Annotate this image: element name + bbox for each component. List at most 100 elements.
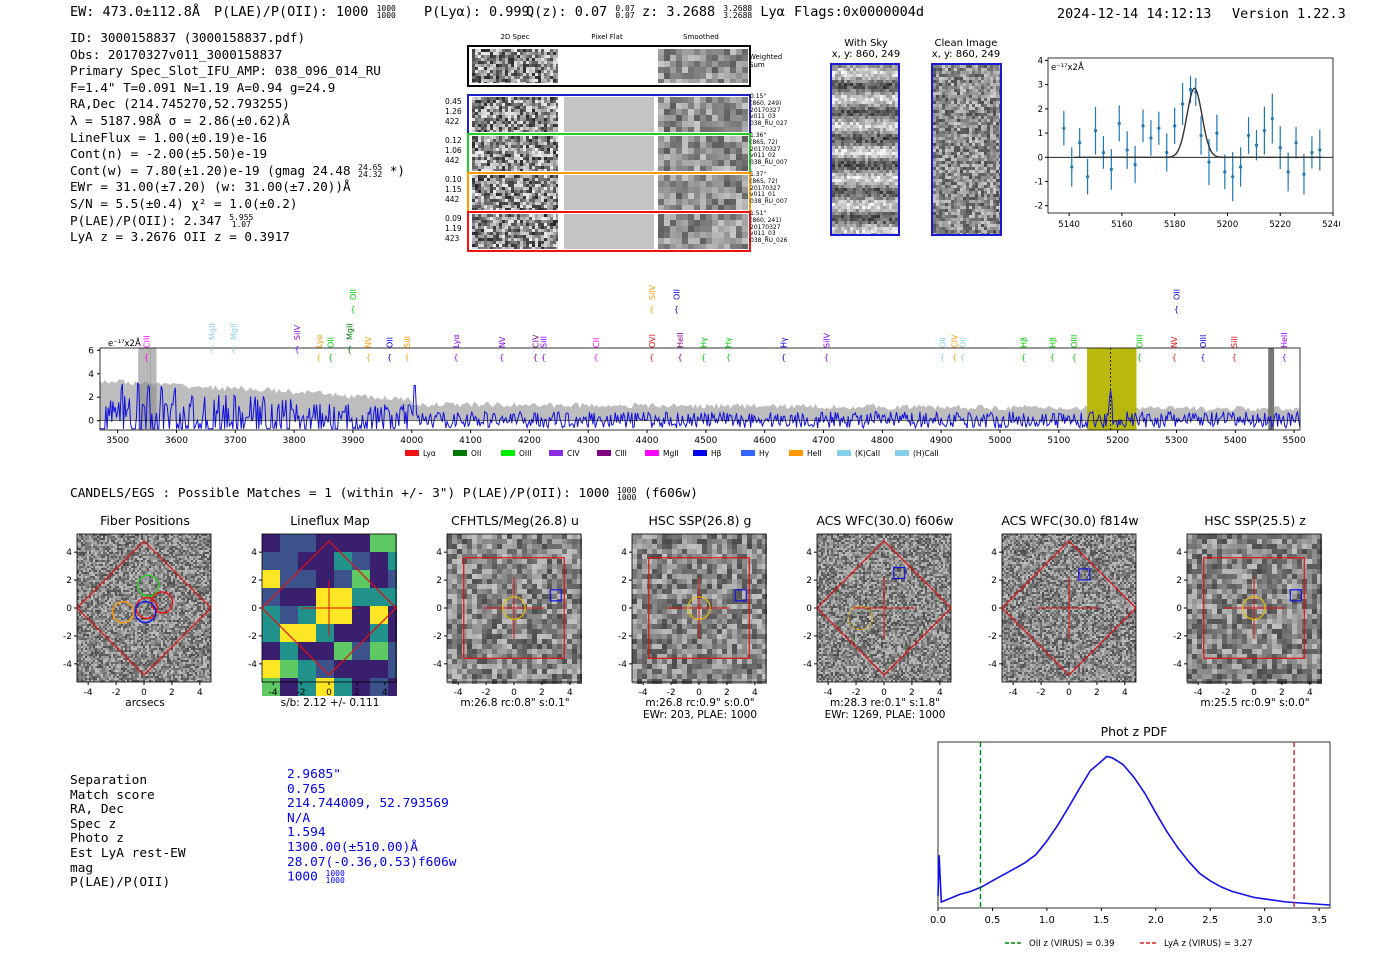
noise-pixel [478, 202, 481, 205]
clean-pixel [963, 83, 966, 86]
noise-pixel [481, 61, 484, 64]
noise-pixel [718, 220, 724, 226]
noise-pixel [496, 139, 499, 142]
sky-pixel [868, 95, 871, 98]
noise-pixel [502, 136, 505, 139]
noise-pixel [487, 244, 490, 247]
noise-pixel [520, 196, 523, 199]
noise-pixel [499, 52, 502, 55]
noise-pixel [553, 184, 556, 187]
noise-pixel [535, 238, 538, 241]
clean-pixel [933, 95, 936, 98]
clean-pixel [951, 74, 954, 77]
noise-pixel [553, 193, 556, 196]
clean-pixel [951, 212, 954, 215]
noise-pixel [472, 106, 475, 109]
clean-pixel [951, 182, 954, 185]
noise-pixel [541, 184, 544, 187]
zoom-point [1231, 175, 1235, 179]
noise-pixel [550, 61, 553, 64]
clean-pixel [972, 140, 975, 143]
header-z-sup-hi: 3.2688 [723, 5, 752, 13]
sky-pixel [832, 131, 835, 134]
noise-pixel [490, 190, 493, 193]
clean-pixel [999, 128, 1000, 131]
clean-pixel [990, 209, 993, 212]
noise-pixel [553, 79, 556, 82]
noise-pixel [676, 142, 682, 148]
clean-pixel [993, 89, 996, 92]
zoom-point [1117, 121, 1121, 125]
noise-pixel [736, 142, 742, 148]
sky-pixel [892, 215, 895, 218]
clean-pixel [981, 134, 984, 137]
noise-pixel [694, 103, 700, 109]
sky-pixel [847, 131, 850, 134]
noise-pixel [535, 139, 538, 142]
noise-pixel [547, 196, 550, 199]
sky-pixel [847, 134, 850, 137]
sky-pixel [883, 143, 886, 146]
sky-pixel [889, 155, 892, 158]
noise-pixel [499, 238, 502, 241]
sky-pixel [892, 143, 895, 146]
clean-pixel [960, 197, 963, 200]
noise-pixel [487, 208, 490, 210]
clean-pixel [945, 107, 948, 110]
noise-pixel [475, 163, 478, 166]
sky-pixel [880, 98, 883, 101]
noise-pixel [508, 199, 511, 202]
sky-pixel [892, 86, 895, 89]
sky-pixel [871, 233, 874, 234]
sky-pixel [871, 98, 874, 101]
noise-pixel [517, 151, 520, 154]
clean-pixel [975, 116, 978, 119]
noise-pixel [535, 154, 538, 157]
sky-pixel [886, 191, 889, 194]
clean-pixel [981, 191, 984, 194]
clean-pixel [975, 71, 978, 74]
clean-pixel [990, 152, 993, 155]
clean-pixel [960, 161, 963, 164]
noise-pixel [706, 103, 712, 109]
clean-pixel [960, 203, 963, 206]
noise-pixel [499, 244, 502, 247]
clean-pixel [996, 65, 999, 68]
sky-pixel [832, 83, 835, 86]
noise-pixel [658, 97, 664, 103]
spec2d-row-left-line: 422 [445, 117, 462, 127]
noise-pixel [658, 199, 664, 205]
sky-pixel [865, 206, 868, 209]
noise-pixel [490, 130, 493, 132]
noise-pixel [526, 109, 529, 112]
noise-pixel [553, 223, 556, 226]
noise-pixel [496, 178, 499, 181]
noise-pixel [553, 124, 556, 127]
sky-pixel [838, 209, 841, 212]
sky-pixel [886, 83, 889, 86]
noise-pixel [526, 73, 529, 76]
noise-pixel [688, 127, 694, 132]
sky-pixel [844, 95, 847, 98]
sky-pixel [880, 149, 883, 152]
clean-pixel [990, 134, 993, 137]
sky-pixel [862, 110, 865, 113]
noise-pixel [484, 193, 487, 196]
noise-pixel [532, 235, 535, 238]
sky-pixel [889, 209, 892, 212]
noise-pixel [496, 151, 499, 154]
clean-pixel [996, 125, 999, 128]
clean-pixel [999, 233, 1000, 234]
sky-pixel [850, 158, 853, 161]
clean-pixel [954, 161, 957, 164]
clean-pixel [936, 182, 939, 185]
sky-pixel [883, 65, 886, 68]
noise-pixel [511, 205, 514, 208]
noise-pixel [658, 73, 664, 79]
sky-pixel [862, 227, 865, 230]
clean-pixel [981, 143, 984, 146]
noise-pixel [547, 184, 550, 187]
clean-pixel [999, 170, 1000, 173]
noise-pixel [496, 109, 499, 112]
noise-pixel [529, 142, 532, 145]
